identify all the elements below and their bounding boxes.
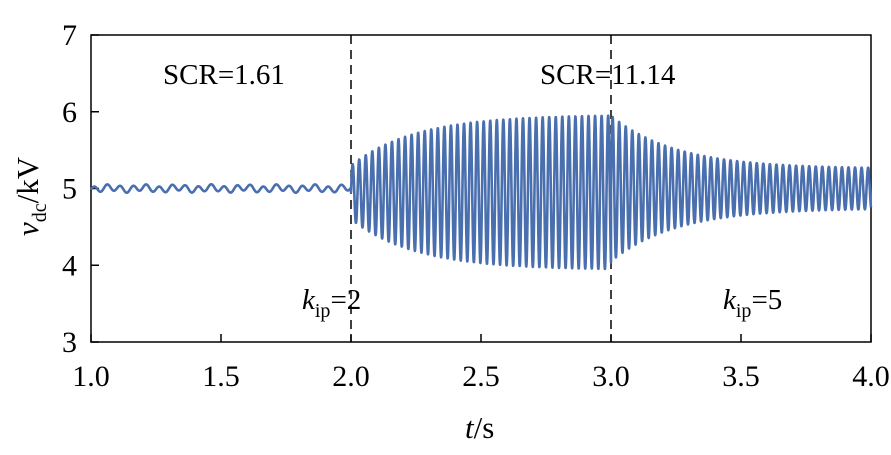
- annotation-kip-left: kip=2: [302, 284, 361, 322]
- x-tick-label: 3.0: [592, 360, 630, 393]
- annotation-scr-left: SCR=1.61: [163, 59, 285, 91]
- y-tick-label: 5: [62, 173, 77, 206]
- x-tick-label: 2.5: [462, 360, 500, 393]
- x-axis-label: t/s: [465, 410, 494, 445]
- x-ticks: 1.0 1.5 2.0 2.5 3.0 3.5 4.0: [72, 334, 890, 393]
- x-tick-label: 4.0: [852, 360, 890, 393]
- series-line-vdc: [89, 114, 873, 271]
- annotation-kip-right: kip=5: [723, 284, 782, 322]
- y-tick-label: 7: [62, 19, 77, 52]
- x-tick-label: 1.0: [72, 360, 110, 393]
- x-tick-label: 2.0: [332, 360, 370, 393]
- x-tick-label: 3.5: [722, 360, 760, 393]
- x-tick-label: 1.5: [202, 360, 240, 393]
- y-ticks: 3 4 5 6 7: [62, 19, 99, 359]
- y-tick-label: 4: [62, 249, 77, 282]
- y-tick-label: 3: [62, 326, 77, 359]
- annotation-scr-right: SCR=11.14: [540, 59, 676, 91]
- y-axis-label: vdc/kV: [10, 156, 51, 236]
- y-tick-label: 6: [62, 96, 77, 129]
